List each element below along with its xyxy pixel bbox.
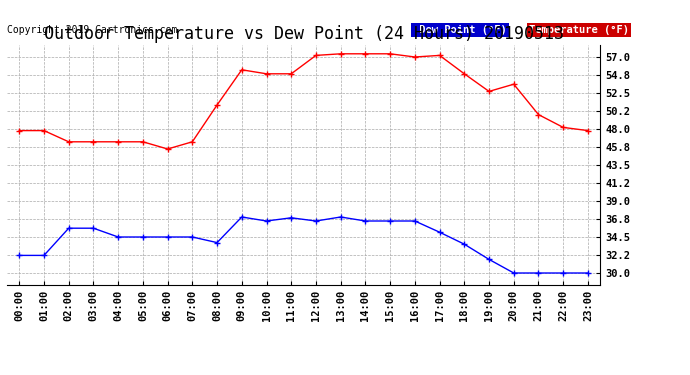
Text: Copyright 2019 Cartronics.com: Copyright 2019 Cartronics.com <box>7 26 177 35</box>
Text: Temperature (°F): Temperature (°F) <box>529 26 629 35</box>
Text: Dew Point (°F): Dew Point (°F) <box>413 26 507 35</box>
Title: Outdoor Temperature vs Dew Point (24 Hours) 20190513: Outdoor Temperature vs Dew Point (24 Hou… <box>43 26 564 44</box>
